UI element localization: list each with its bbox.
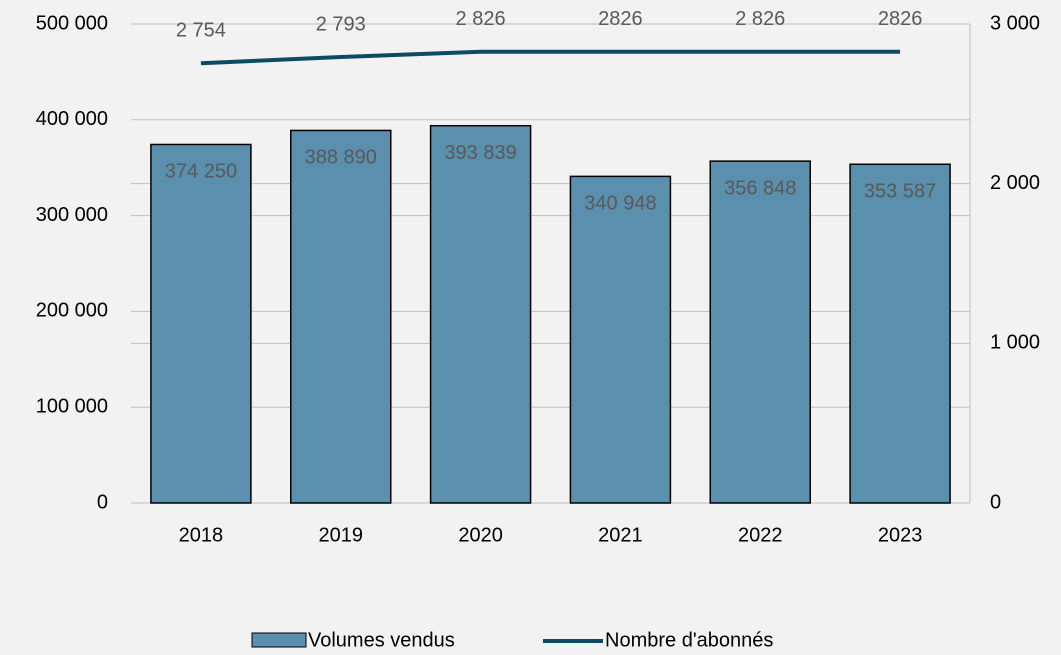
y-tick-label: 100 000	[36, 395, 108, 417]
x-tick-label: 2019	[319, 524, 364, 546]
bar-value-label: 393 839	[444, 142, 516, 164]
x-tick-label: 2022	[738, 524, 783, 546]
x-tick-label: 2018	[179, 524, 224, 546]
y-tick-label: 200 000	[36, 300, 108, 322]
x-tick-label: 2020	[458, 524, 503, 546]
bar	[709, 160, 811, 504]
bar	[849, 163, 951, 504]
bar-value-label: 374 250	[165, 161, 237, 183]
bar-value-label: 356 848	[724, 177, 796, 199]
y2-tick-label: 3 000	[990, 12, 1040, 34]
line-value-label: 2 793	[316, 13, 366, 35]
line-value-label: 2826	[878, 8, 923, 30]
bar-value-label: 340 948	[584, 193, 656, 215]
legend-label: Volumes vendus	[308, 629, 455, 651]
bar	[569, 175, 672, 504]
y2-tick-label: 1 000	[990, 332, 1040, 354]
line-value-label: 2 826	[456, 8, 506, 30]
bar-value-label: 353 587	[864, 181, 936, 203]
line-value-label: 2 826	[735, 8, 785, 30]
line	[200, 49, 901, 66]
legend-label: Nombre d'abonnés	[605, 629, 773, 651]
y2-tick-label: 0	[990, 491, 1001, 513]
x-tick-label: 2023	[878, 524, 923, 546]
y-tick-label: 400 000	[36, 108, 108, 130]
line-value-label: 2826	[598, 8, 643, 30]
y-tick-label: 500 000	[36, 12, 108, 34]
legend-swatch	[251, 632, 307, 648]
bar	[429, 124, 532, 504]
bar	[150, 143, 252, 504]
bar-value-label: 388 890	[305, 147, 377, 169]
y-tick-label: 0	[97, 491, 108, 513]
x-tick-label: 2021	[598, 524, 643, 546]
line-value-label: 2 754	[176, 20, 226, 42]
y-tick-label: 300 000	[36, 204, 108, 226]
bar	[290, 129, 392, 504]
y2-tick-label: 2 000	[990, 172, 1040, 194]
